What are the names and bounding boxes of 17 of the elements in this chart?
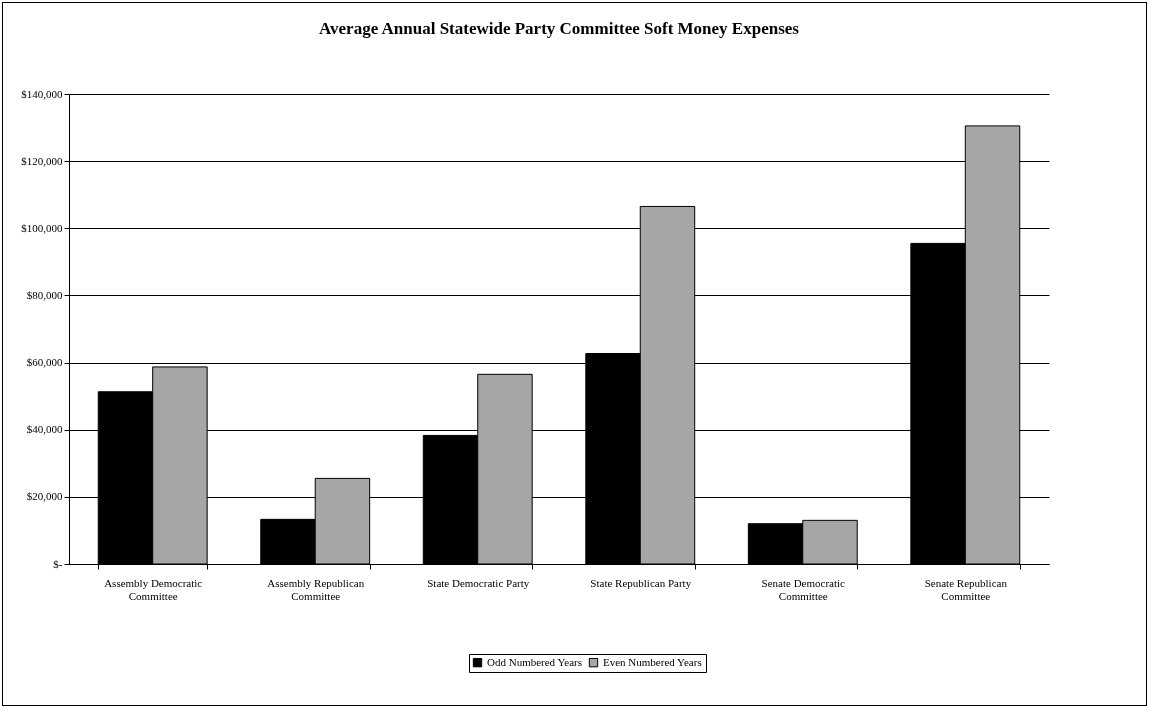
x-tick-label: Assembly Republican Committee [267, 576, 365, 602]
legend-label: Even Numbered Years [603, 655, 702, 668]
y-tick-label: $20,000 [26, 490, 63, 503]
y-tick-label: $120,000 [21, 154, 63, 167]
y-tick-label: $60,000 [26, 356, 63, 369]
y-tick-label: $40,000 [26, 423, 63, 436]
legend-label: Odd Numbered Years [487, 655, 583, 668]
y-tick-label: $140,000 [21, 87, 63, 100]
y-tick-label: $- [53, 557, 63, 570]
x-tick-label: State Democratic Party [427, 576, 530, 589]
x-tick-label: Assembly Democratic Committee [104, 576, 203, 602]
x-tick-label: State Republican Party [590, 576, 692, 589]
y-tick-label: $100,000 [21, 221, 63, 234]
x-tick-label: Senate Republican Committee [924, 576, 1008, 602]
y-tick-label: $80,000 [26, 288, 63, 301]
chart-title: Average Annual Statewide Party Committee Soft Money Expenses [319, 19, 800, 38]
x-tick-label: Senate Democratic Committee [761, 576, 846, 602]
